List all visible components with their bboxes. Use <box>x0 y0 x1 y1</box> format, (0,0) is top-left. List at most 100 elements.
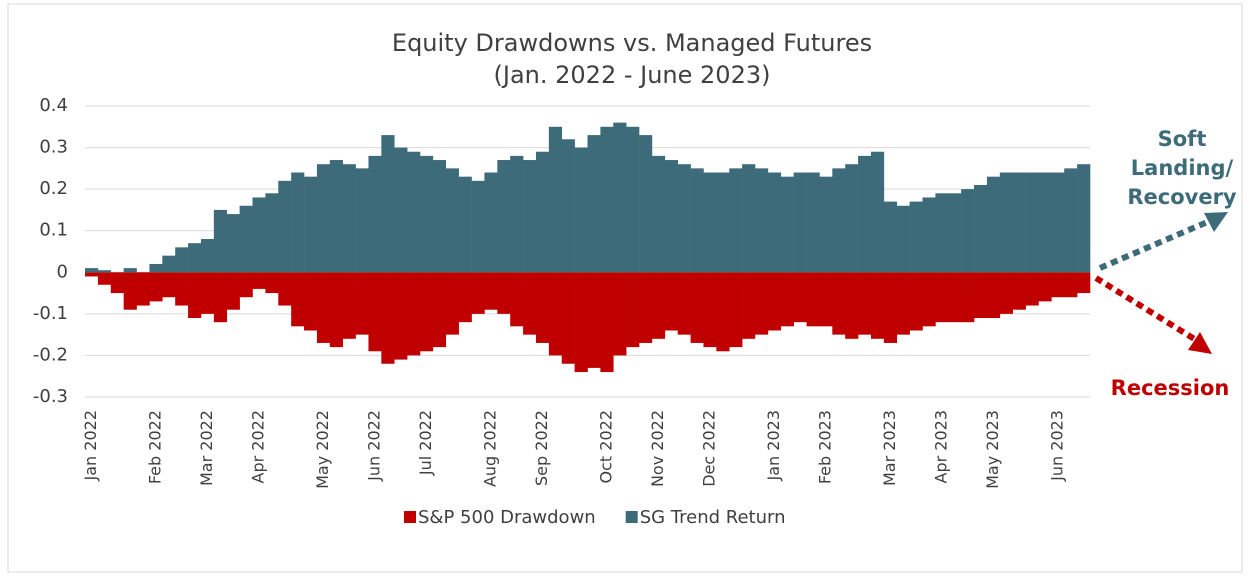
bar <box>548 126 563 273</box>
bar <box>909 272 923 331</box>
bar <box>780 176 794 273</box>
bar <box>626 272 640 348</box>
x-tick-label: May 2022 <box>313 410 332 489</box>
bar <box>729 272 743 348</box>
x-tick-label: Mar 2023 <box>880 410 899 486</box>
bar <box>870 272 885 339</box>
bar <box>162 255 176 273</box>
bar <box>213 209 228 273</box>
bar <box>793 172 807 273</box>
bar <box>883 272 898 343</box>
bar <box>200 239 215 273</box>
x-tick-label: Apr 2022 <box>248 410 267 483</box>
chart-title: Equity Drawdowns vs. Managed Futures <box>392 29 872 57</box>
x-tick-label: Aug 2022 <box>480 410 499 487</box>
bar <box>574 272 588 373</box>
bar <box>961 189 975 273</box>
bar <box>845 272 859 339</box>
bar <box>85 272 99 277</box>
bar <box>1077 272 1091 294</box>
bar <box>832 168 846 273</box>
x-tick-label: May 2023 <box>983 410 1002 489</box>
chart-subtitle: (Jan. 2022 - June 2023) <box>494 61 771 89</box>
bar <box>716 272 730 352</box>
bar <box>226 272 240 310</box>
bar <box>432 272 447 348</box>
bar <box>523 160 537 273</box>
y-tick-label: 0.1 <box>39 220 68 241</box>
bar <box>574 147 588 273</box>
x-tick-label: Feb 2022 <box>145 410 164 484</box>
bar <box>1077 164 1091 273</box>
bar <box>819 272 833 327</box>
bar <box>703 172 717 273</box>
bar <box>458 176 472 273</box>
recession-arrow <box>1094 275 1198 343</box>
bar <box>213 272 228 323</box>
bar <box>407 272 421 356</box>
legend-label: S&P 500 Drawdown <box>418 507 596 528</box>
bar <box>381 135 395 273</box>
bar <box>291 172 305 273</box>
bar <box>149 272 163 302</box>
bar <box>896 205 910 273</box>
bar <box>974 272 988 319</box>
bar <box>510 155 524 273</box>
bar <box>97 270 112 273</box>
bar <box>85 268 99 273</box>
bar <box>948 272 962 323</box>
bar <box>136 272 150 306</box>
legend-label: SG Trend Return <box>640 507 786 528</box>
bar <box>742 164 756 273</box>
bar <box>1064 168 1078 273</box>
bar <box>420 155 434 273</box>
bar <box>806 272 820 327</box>
x-tick-label: Apr 2023 <box>931 410 950 483</box>
bar <box>664 272 678 331</box>
bar <box>97 272 112 285</box>
bar <box>1025 272 1039 306</box>
bar <box>497 160 511 273</box>
annotation: Soft <box>1158 127 1207 151</box>
bar <box>974 184 988 273</box>
annotation: Recession <box>1111 376 1230 400</box>
recession-arrowhead <box>1188 332 1212 354</box>
bar <box>1051 272 1065 298</box>
bar <box>561 139 575 273</box>
bar <box>239 205 253 273</box>
bar <box>1038 172 1052 273</box>
bar <box>639 135 653 273</box>
bar <box>304 176 318 273</box>
bar <box>1038 272 1052 302</box>
annotation: Landing/ <box>1131 156 1234 180</box>
bar <box>239 272 253 298</box>
bar <box>1064 272 1078 298</box>
bar <box>252 197 266 273</box>
bar <box>561 272 575 364</box>
bar <box>484 272 498 310</box>
bar <box>110 272 124 294</box>
bar <box>432 160 447 273</box>
bar <box>342 164 356 273</box>
x-tick-label: Jan 2023 <box>764 410 783 481</box>
bar <box>548 272 563 356</box>
bar <box>188 243 202 273</box>
bar <box>291 272 305 327</box>
bar <box>716 172 730 273</box>
x-tick-label: Oct 2022 <box>596 410 615 483</box>
bar <box>858 155 872 273</box>
bar <box>1025 172 1039 273</box>
bar <box>265 193 279 273</box>
y-tick-label: -0.1 <box>33 303 68 324</box>
bar <box>845 164 859 273</box>
bar <box>664 160 678 273</box>
x-tick-label: Jun 2023 <box>1047 410 1066 482</box>
bar <box>252 272 266 289</box>
bar <box>755 272 769 335</box>
y-tick-label: 0.2 <box>39 178 68 199</box>
bar <box>690 272 704 343</box>
legend-swatch <box>404 511 416 523</box>
bar <box>883 201 898 273</box>
bar <box>922 197 936 273</box>
